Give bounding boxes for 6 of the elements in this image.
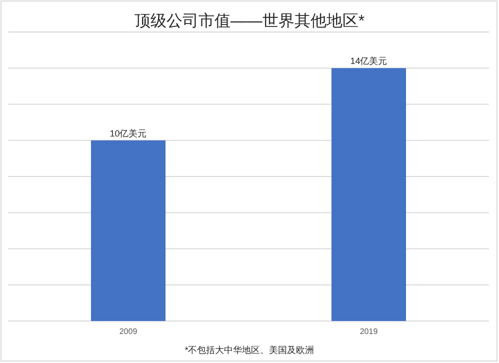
xtick: 2009	[119, 327, 138, 336]
data-label: 14亿美元	[350, 56, 388, 66]
data-label: 10亿美元	[110, 128, 147, 138]
annotation: *不包括大中华地区、美国及欧洲	[184, 345, 314, 355]
title: 顶级公司市值——世界其他地区*	[134, 13, 365, 30]
xtick: 2019	[360, 327, 378, 336]
